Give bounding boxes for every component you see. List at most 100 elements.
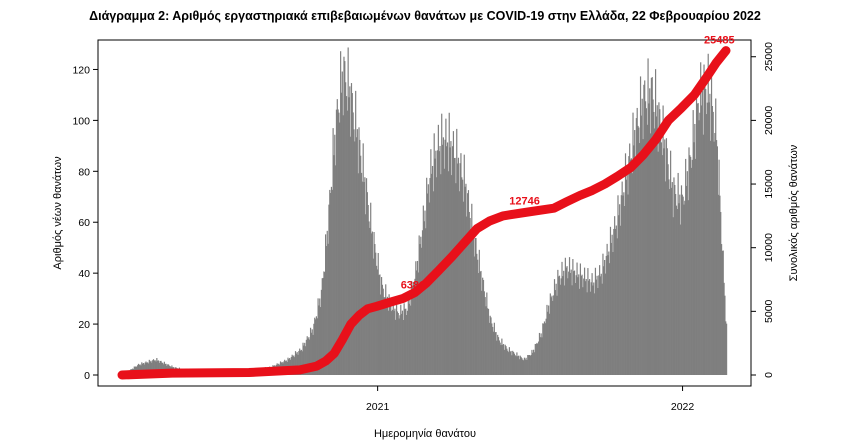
bar: [351, 93, 353, 375]
bar: [623, 192, 625, 375]
bar: [636, 107, 638, 376]
bar: [637, 125, 639, 376]
bar: [703, 64, 705, 375]
bar: [573, 271, 575, 375]
bar: [590, 282, 592, 375]
bar: [401, 313, 403, 375]
bar: [404, 309, 406, 375]
bar: [667, 164, 669, 375]
bar: [654, 128, 656, 375]
bar: [419, 244, 421, 375]
bar: [555, 283, 557, 375]
bar: [479, 271, 481, 375]
bar: [497, 334, 499, 375]
bar: [629, 159, 632, 375]
bar: [325, 246, 328, 375]
bar: [584, 281, 587, 375]
bar: [347, 47, 349, 375]
bar: [567, 278, 569, 375]
bar: [583, 267, 586, 375]
bar: [418, 235, 420, 375]
bar: [455, 183, 457, 375]
bar: [619, 225, 622, 375]
bar: [137, 363, 140, 375]
bar: [491, 323, 493, 375]
bar: [692, 110, 694, 375]
bar: [578, 274, 580, 375]
bar: [380, 294, 382, 375]
bar: [527, 354, 529, 375]
bar: [681, 194, 683, 375]
bar: [151, 362, 153, 375]
bar: [309, 327, 312, 375]
bar: [531, 349, 533, 375]
bar: [521, 358, 523, 375]
bar: [575, 275, 577, 375]
bar: [648, 103, 650, 375]
y-right-tick-label: 25000: [763, 42, 775, 71]
bar: [511, 355, 513, 375]
bar: [553, 295, 555, 375]
bar: [304, 342, 306, 375]
bar: [141, 362, 143, 375]
y-left-tick-label: 20: [78, 319, 90, 331]
bar: [435, 150, 437, 375]
bar: [487, 308, 489, 375]
bar: [670, 150, 672, 375]
bar: [535, 343, 537, 375]
bar: [335, 165, 337, 375]
bar: [448, 112, 450, 375]
bar: [639, 143, 641, 375]
bar: [643, 84, 645, 375]
bar: [365, 178, 368, 375]
bar: [515, 356, 517, 375]
bar: [534, 343, 536, 375]
bar: [617, 195, 619, 375]
y-right-tick-label: 5000: [763, 299, 775, 323]
bar: [293, 355, 295, 375]
bar: [410, 305, 412, 375]
bar: [160, 360, 162, 375]
y-left-tick-label: 60: [78, 217, 90, 229]
bar: [340, 51, 342, 376]
bar: [423, 221, 425, 375]
bar: [372, 258, 374, 375]
bar: [561, 261, 563, 375]
bar: [695, 91, 698, 375]
bar: [146, 362, 148, 375]
bar: [668, 179, 670, 375]
bar: [477, 259, 479, 375]
bar: [664, 139, 666, 375]
bar: [482, 277, 484, 375]
bar: [493, 322, 495, 375]
annotation-label: 6381: [401, 280, 425, 292]
bar: [294, 351, 297, 375]
bar: [627, 194, 629, 375]
y-right-tick-label: 0: [763, 372, 775, 378]
bar: [326, 230, 328, 375]
bar: [395, 319, 397, 375]
bar: [420, 236, 422, 375]
bar: [696, 103, 698, 375]
bar: [487, 308, 490, 375]
bar: [468, 211, 470, 375]
bar: [392, 299, 394, 375]
bar: [152, 360, 154, 375]
bar: [403, 303, 405, 375]
bar: [603, 266, 605, 375]
bar: [364, 177, 366, 375]
bar: [580, 275, 582, 375]
bar: [604, 259, 606, 375]
bar: [618, 215, 620, 375]
bar: [719, 195, 721, 375]
bar: [447, 171, 449, 375]
bar: [353, 129, 355, 375]
bar: [680, 224, 682, 375]
bar: [321, 278, 323, 375]
bar: [514, 355, 516, 375]
bar: [528, 355, 530, 375]
bar: [598, 275, 600, 375]
bar: [573, 270, 576, 375]
bar: [529, 355, 531, 375]
bar: [709, 93, 711, 375]
